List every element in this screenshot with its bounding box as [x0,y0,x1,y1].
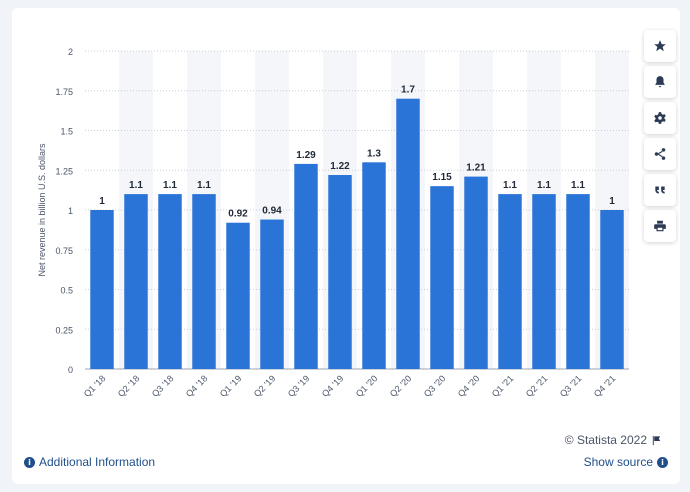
show-source-label: Show source [583,455,653,469]
y-tick-label: 0.25 [55,325,73,335]
y-tick-label: 0.5 [60,286,73,296]
x-tick-label: Q4 '19 [320,373,346,399]
y-tick-label: 1.75 [55,87,73,97]
x-tick-label: Q2 '21 [524,373,550,399]
x-tick-label: Q3 '20 [422,373,448,399]
show-source-link[interactable]: Show source i [584,455,668,469]
x-tick-label: Q2 '18 [116,373,142,399]
gear-icon [654,112,666,124]
data-label: 1.1 [537,180,551,191]
y-tick-label: 2 [68,47,73,57]
bar [158,194,182,369]
x-tick-label: Q1 '18 [82,373,108,399]
bar [532,194,556,369]
bar [362,162,386,369]
star-icon [654,40,666,52]
data-label: 0.94 [262,206,282,217]
data-label: 1.3 [367,148,381,159]
bar [226,222,250,369]
info-icon: i [24,456,35,468]
bar [124,194,148,369]
y-tick-label: 1 [68,206,73,216]
bar [328,175,352,369]
data-label: 1.1 [571,180,585,191]
copyright-text: © Statista 2022 [564,433,647,447]
y-tick-label: 0.75 [55,246,73,256]
data-label: 1.7 [401,85,415,96]
data-label: 1.1 [129,180,143,191]
print-icon [654,220,666,232]
x-tick-label: Q4 '20 [456,373,482,399]
cite-button[interactable] [644,174,676,206]
x-tick-label: Q1 '21 [490,373,516,399]
data-label: 1.22 [330,161,350,172]
x-tick-label: Q4 '18 [184,373,210,399]
bell-icon [655,76,665,88]
side-toolbar [644,30,678,242]
x-tick-label: Q2 '19 [252,373,278,399]
bar [464,176,488,369]
bar [260,219,284,369]
chart-card: 0 0.25 0.5 0.75 1 1.25 1.5 1.75 2 Net revenue in … [12,8,680,484]
bar [566,194,590,369]
x-tick-label: Q4 '21 [592,373,618,399]
data-label: 1.29 [296,150,316,161]
bar-chart: 0 0.25 0.5 0.75 1 1.25 1.5 1.75 2 Net revenue in … [37,47,629,399]
x-tick-label: Q2 '20 [388,373,414,399]
notification-button[interactable] [644,66,676,98]
data-label: 1.21 [466,163,486,174]
bar [498,194,522,369]
bar [294,163,318,369]
y-tick-label: 1.5 [60,127,73,137]
share-button[interactable] [644,138,676,170]
x-tick-label: Q3 '21 [558,373,584,399]
data-label: 1.1 [197,180,211,191]
info-icon: i [657,456,668,468]
y-axis-label: Net revenue in billion U.S. dollars [37,143,47,277]
settings-button[interactable] [644,102,676,134]
bar [396,98,420,369]
data-label: 1 [99,196,105,207]
flag-icon [652,435,661,445]
y-tick-label: 1.25 [55,166,73,176]
copyright: © Statista 2022 [565,433,662,447]
print-button[interactable] [644,210,676,242]
bar [90,210,114,369]
data-label: 0.92 [228,209,248,220]
bar [600,210,624,369]
bar [192,194,216,369]
bar [430,186,454,369]
y-tick-label: 0 [68,365,73,375]
quote-icon [655,186,665,194]
additional-information-label: Additional Information [39,455,156,469]
data-label: 1.15 [432,172,452,183]
x-tick-label: Q1 '19 [218,373,244,399]
data-label: 1 [609,196,615,207]
favorite-button[interactable] [644,30,676,62]
data-label: 1.1 [503,180,517,191]
x-tick-label: Q3 '18 [150,373,176,399]
x-tick-label: Q3 '19 [286,373,312,399]
data-label: 1.1 [163,180,177,191]
share-icon [654,148,666,160]
x-tick-label: Q1 '20 [354,373,380,399]
additional-information-link[interactable]: i Additional Information [24,455,155,469]
